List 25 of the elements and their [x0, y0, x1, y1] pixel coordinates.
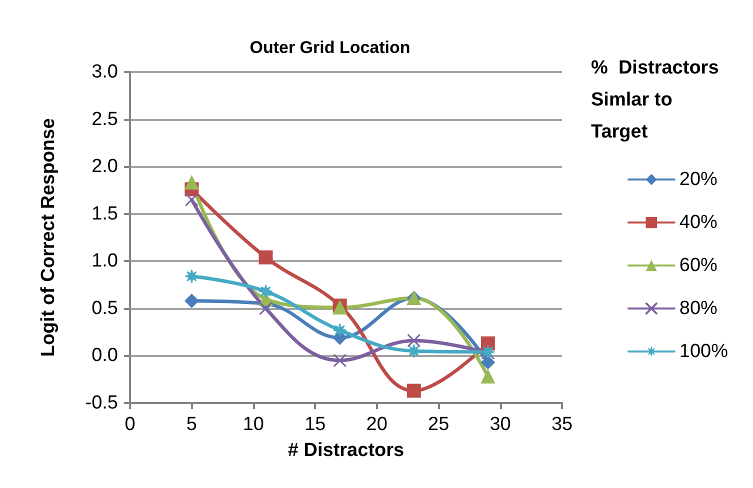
- legend-title: % Distractors Simlar to Target: [591, 58, 724, 142]
- y-tick-label: 0.0: [92, 345, 118, 366]
- y-tick-label: 3.0: [92, 62, 118, 82]
- y-tick-label: -0.5: [85, 392, 118, 414]
- y-tick-label: 1.0: [92, 250, 118, 272]
- y-tick-label: 1.5: [92, 203, 118, 224]
- x-tick-label: 5: [186, 414, 198, 435]
- y-tick-label: 2.5: [92, 108, 118, 130]
- legend-label: 100%: [679, 341, 728, 362]
- legend-label: 60%: [679, 255, 718, 276]
- y-tick-label: 0.5: [92, 298, 118, 319]
- legend-label: 20%: [679, 169, 718, 190]
- chart-title: Outer Grid Location: [250, 38, 410, 57]
- legend-label: 80%: [679, 298, 718, 319]
- x-tick-label: 25: [428, 414, 450, 435]
- x-tick-label: 15: [304, 414, 326, 435]
- x-tick-label: 30: [490, 414, 511, 435]
- x-tick-label: 0: [124, 414, 136, 435]
- y-tick-label: 2.0: [92, 156, 118, 178]
- x-tick-label: 10: [242, 414, 264, 435]
- y-axis-title: Logit of Correct Response: [38, 118, 59, 357]
- x-axis-title: # Distractors: [288, 440, 404, 461]
- legend-label: 40%: [679, 212, 718, 233]
- x-tick-label: 20: [366, 414, 388, 435]
- x-tick-label: 35: [551, 414, 573, 435]
